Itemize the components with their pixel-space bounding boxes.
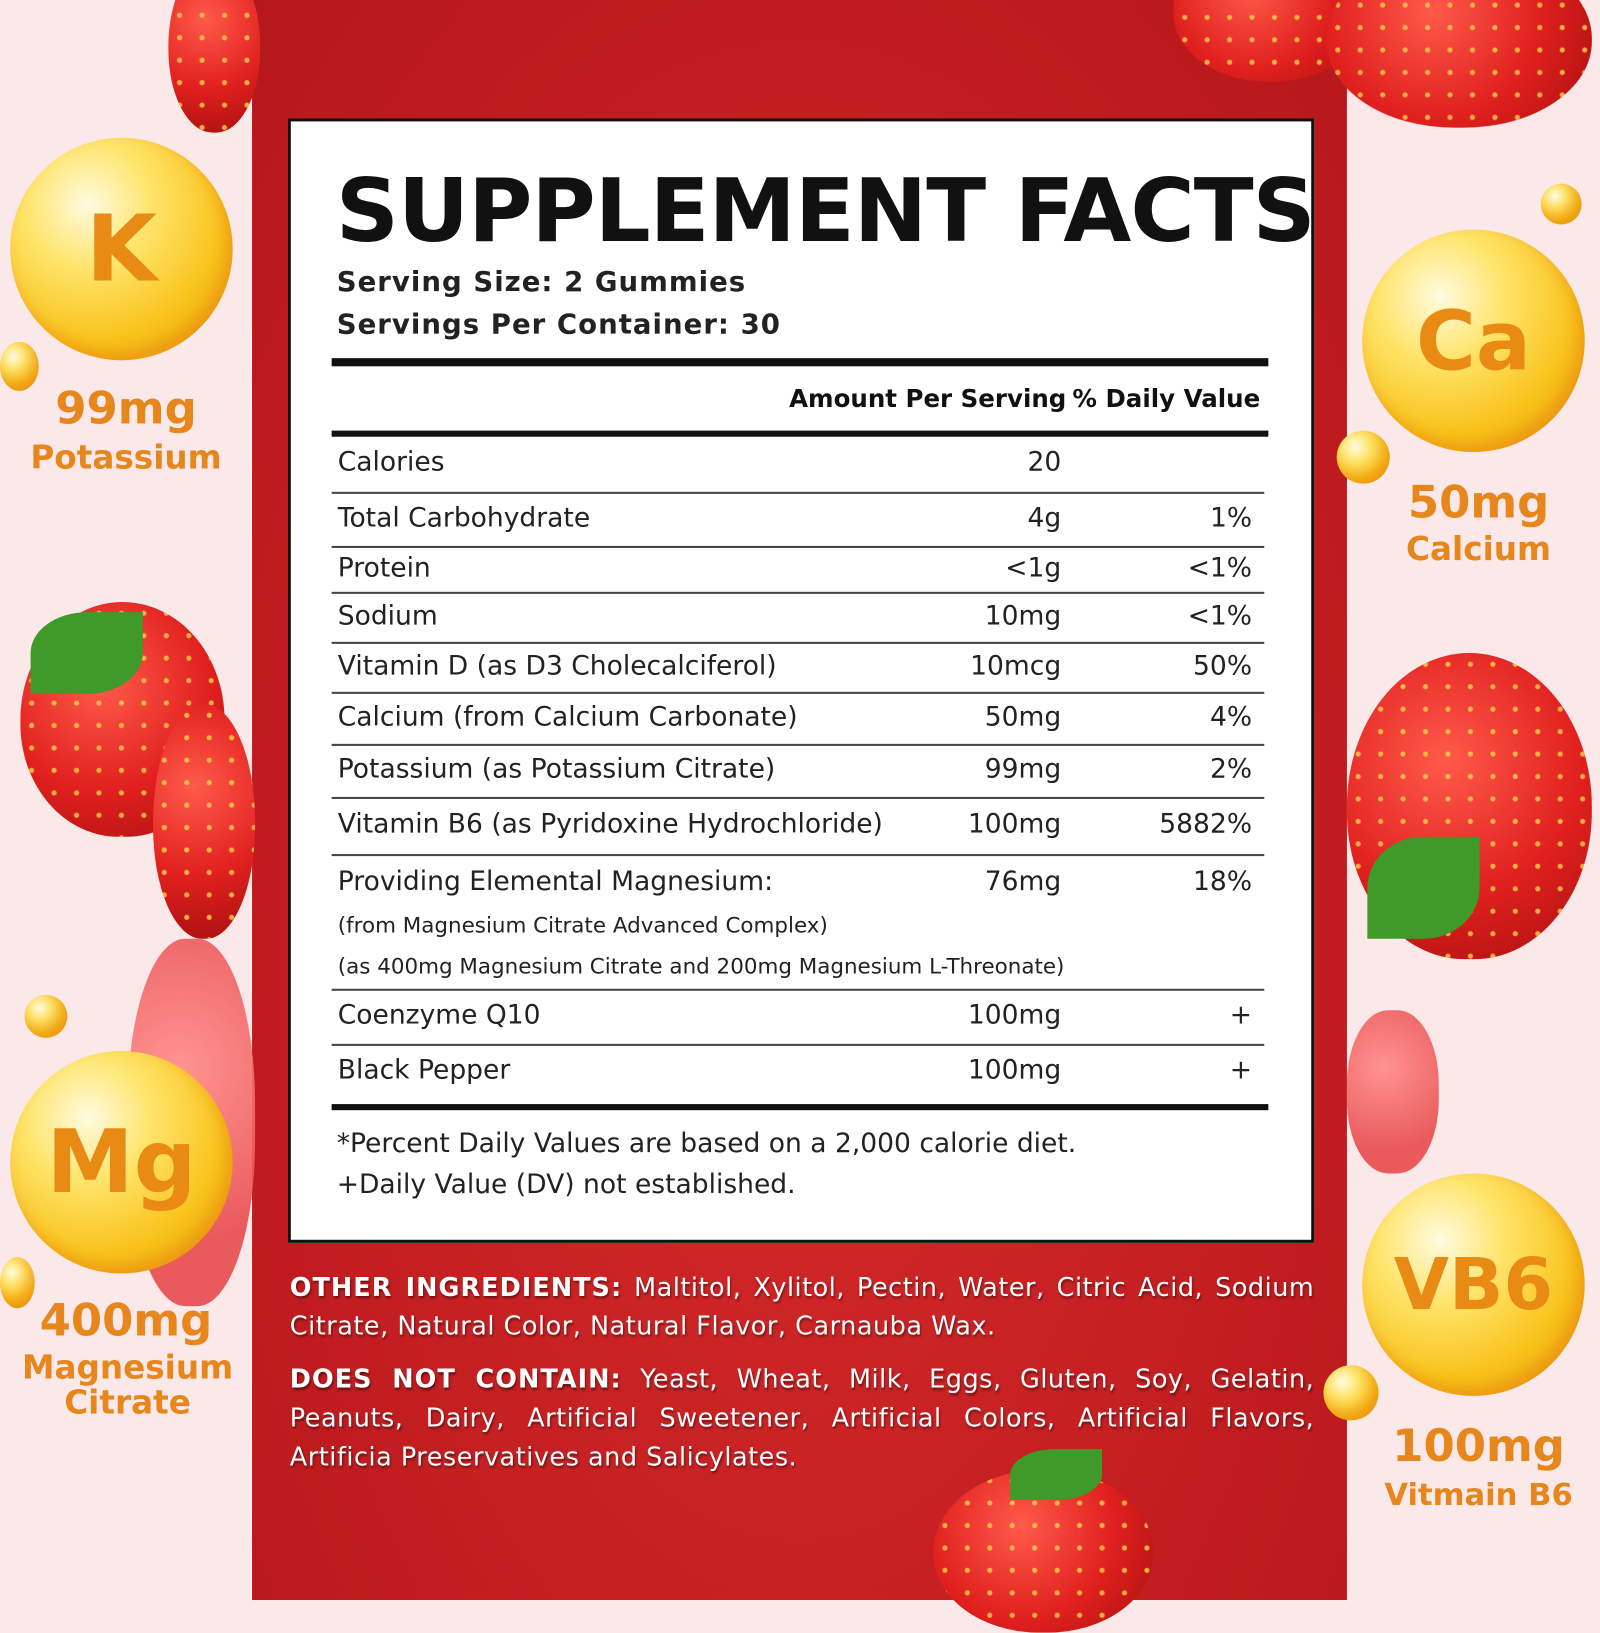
nutrient-daily-value: 2% [1209,754,1253,785]
badge-amount: 50mg [1407,476,1550,529]
amount-header: Amount Per Serving [789,384,1067,414]
leaf-image [1010,1448,1103,1500]
nutrient-name: Coenzyme Q10 [337,999,541,1031]
small-bubble-icon [0,341,39,391]
leaf-image [30,612,143,694]
nutrient-amount: 50mg [984,701,1062,733]
nutrient-daily-value: 18% [1193,866,1253,897]
nutrient-daily-value: + [1229,999,1253,1031]
nutrient-subnote: (from Magnesium Citrate Advanced Complex… [337,913,828,938]
nutrient-amount: 20 [1027,446,1062,478]
divider-thick [331,430,1269,437]
small-bubble-icon [1336,430,1390,484]
nutrient-name: Total Carbohydrate [337,502,591,534]
nutrient-name: Potassium (as Potassium Citrate) [337,754,776,785]
nutrient-name: Sodium [337,600,438,632]
footnote: *Percent Daily Values are based on a 2,0… [336,1128,1077,1160]
nutrient-name: Protein [337,552,431,584]
does-not-contain-text: Yeast, Wheat, Milk, Eggs, Gluten, Soy, G… [289,1364,1315,1472]
facts-title: SUPPLEMENT FACTS [335,160,1316,263]
nutrient-amount: 4g [1027,502,1062,534]
potassium-bubble-icon: K [10,137,233,361]
nutrient-row: Calories 20 [331,437,1265,494]
small-bubble-icon [1540,183,1582,225]
nutrient-amount: 10mg [984,600,1062,632]
nutrient-name: Calories [337,446,445,478]
servings-per-container: Servings Per Container: 30 [336,309,781,341]
daily-value-header: % Daily Value [1072,384,1261,414]
does-not-contain-label: DOES NOT CONTAIN: [289,1364,622,1394]
does-not-contain: DOES NOT CONTAIN: Yeast, Wheat, Milk, Eg… [290,1360,1314,1476]
badge-label: Magnesium Citrate [21,1347,234,1422]
nutrient-name: Calcium (from Calcium Carbonate) [337,701,798,733]
nutrient-row: Vitamin D (as D3 Cholecalciferol) 10mcg 50… [331,644,1265,694]
nutrient-amount: 100mg [967,1055,1062,1086]
nutrient-amount: 10mcg [970,650,1062,682]
badge-amount: 400mg [39,1294,213,1347]
small-bubble-icon [24,994,68,1038]
gummy-bear-image [1346,1010,1439,1174]
badge-label: Vitmain B6 [1384,1477,1573,1514]
nutrient-amount: <1g [1005,552,1062,584]
nutrient-amount: 76mg [984,866,1062,897]
nutrient-daily-value: 1% [1209,502,1253,534]
nutrient-daily-value: + [1229,1055,1253,1086]
strawberry-image [168,0,261,133]
badge-label: Potassium [30,437,222,477]
badge-amount: 99mg [55,382,197,435]
nutrient-name: Vitamin D (as D3 Cholecalciferol) [337,650,777,682]
nutrient-row: Sodium 10mg <1% [331,594,1265,644]
other-ingredients: OTHER INGREDIENTS: Maltitol, Xylitol, Pe… [290,1268,1314,1346]
divider-thick [331,1104,1269,1111]
nutrient-subnote: (as 400mg Magnesium Citrate and 200mg Ma… [337,954,1065,979]
nutrient-daily-value: <1% [1187,600,1253,632]
nutrient-name: Providing Elemental Magnesium: [337,866,774,897]
nutrient-row: Total Carbohydrate 4g 1% [331,494,1265,548]
serving-size: Serving Size: 2 Gummies [336,266,747,298]
badge-symbol: VB6 [1393,1242,1554,1327]
strawberry-image [1326,0,1592,128]
nutrient-amount: 100mg [967,999,1062,1031]
badge-symbol: Mg [46,1111,197,1214]
footnote: +Daily Value (DV) not established. [336,1169,796,1200]
badge-symbol: Ca [1415,293,1531,389]
nutrient-daily-value: 5882% [1159,809,1253,840]
nutrient-row: Potassium (as Potassium Citrate) 99mg 2% [331,746,1265,799]
strawberry-image [153,704,256,939]
nutrient-row: Calcium (from Calcium Carbonate) 50mg 4% [331,694,1265,746]
nutrient-row: Coenzyme Q10 100mg + [331,991,1265,1046]
badge-symbol: K [85,195,158,303]
small-bubble-icon [0,1257,35,1309]
small-bubble-icon [1323,1365,1379,1421]
nutrient-name: Black Pepper [337,1055,511,1086]
nutrient-daily-value: 50% [1193,650,1253,682]
nutrient-daily-value: 4% [1209,701,1253,733]
vitamin-b6-bubble-icon: VB6 [1362,1173,1585,1396]
magnesium-bubble-icon: Mg [10,1051,233,1274]
other-ingredients-label: OTHER INGREDIENTS: [289,1272,623,1303]
nutrient-name: Vitamin B6 (as Pyridoxine Hydrochloride) [337,809,883,840]
other-ingredients-text: Maltitol, Xylitol, Pectin, Water, Citric… [289,1272,1315,1341]
nutrient-row: Providing Elemental Magnesium: 76mg 18% (fr… [331,856,1265,991]
nutrient-daily-value: <1% [1187,552,1253,584]
supplement-facts-panel: SUPPLEMENT FACTS Serving Size: 2 Gummies… [287,118,1316,1243]
divider-thick [331,358,1269,367]
nutrient-row: Black Pepper 100mg + [332,1046,1265,1099]
calcium-bubble-icon: Ca [1362,229,1585,453]
badge-label: Calcium [1406,529,1552,569]
nutrient-amount: 99mg [984,754,1062,785]
nutrient-row: Protein <1g <1% [331,548,1265,594]
nutrient-row: Vitamin B6 (as Pyridoxine Hydrochloride)… [331,799,1265,857]
nutrient-amount: 100mg [967,809,1062,840]
leaf-image [1367,836,1480,939]
badge-amount: 100mg [1392,1420,1565,1473]
